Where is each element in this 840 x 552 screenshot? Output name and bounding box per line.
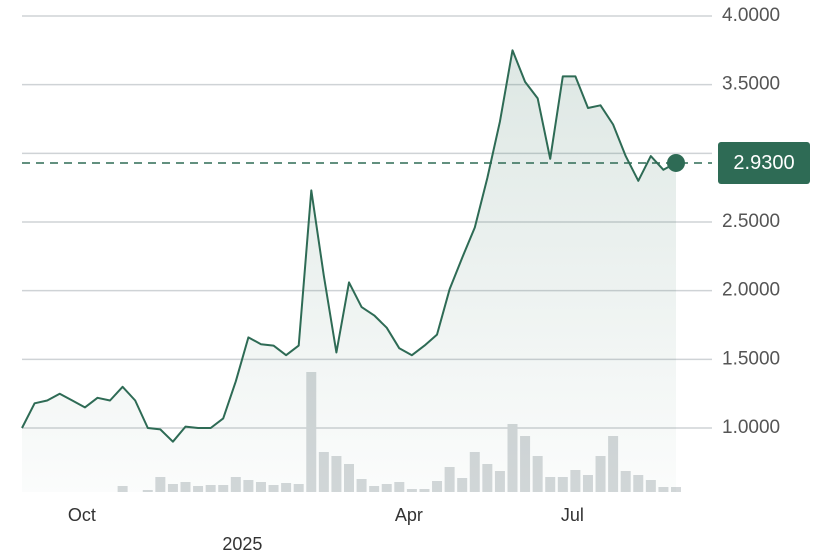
x-tick-label: Apr [395,505,423,525]
y-tick-label: 1.0000 [722,417,780,438]
last-value-label: 2.9300 [733,152,794,174]
x-tick-label: Oct [68,505,96,525]
x-tick-label: 2025 [222,534,262,552]
y-tick-label: 1.5000 [722,348,780,369]
line [21,49,677,443]
y-tick-label: 2.5000 [722,211,780,232]
x-tick-label: Jul [561,505,584,525]
y-tick-label: 3.5000 [722,74,780,95]
y-tick-label: 4.0000 [722,5,780,26]
y-tick-label: 2.0000 [722,280,780,301]
last-value-badge [718,141,810,184]
area [22,50,676,493]
last-value-dot [667,153,685,172]
